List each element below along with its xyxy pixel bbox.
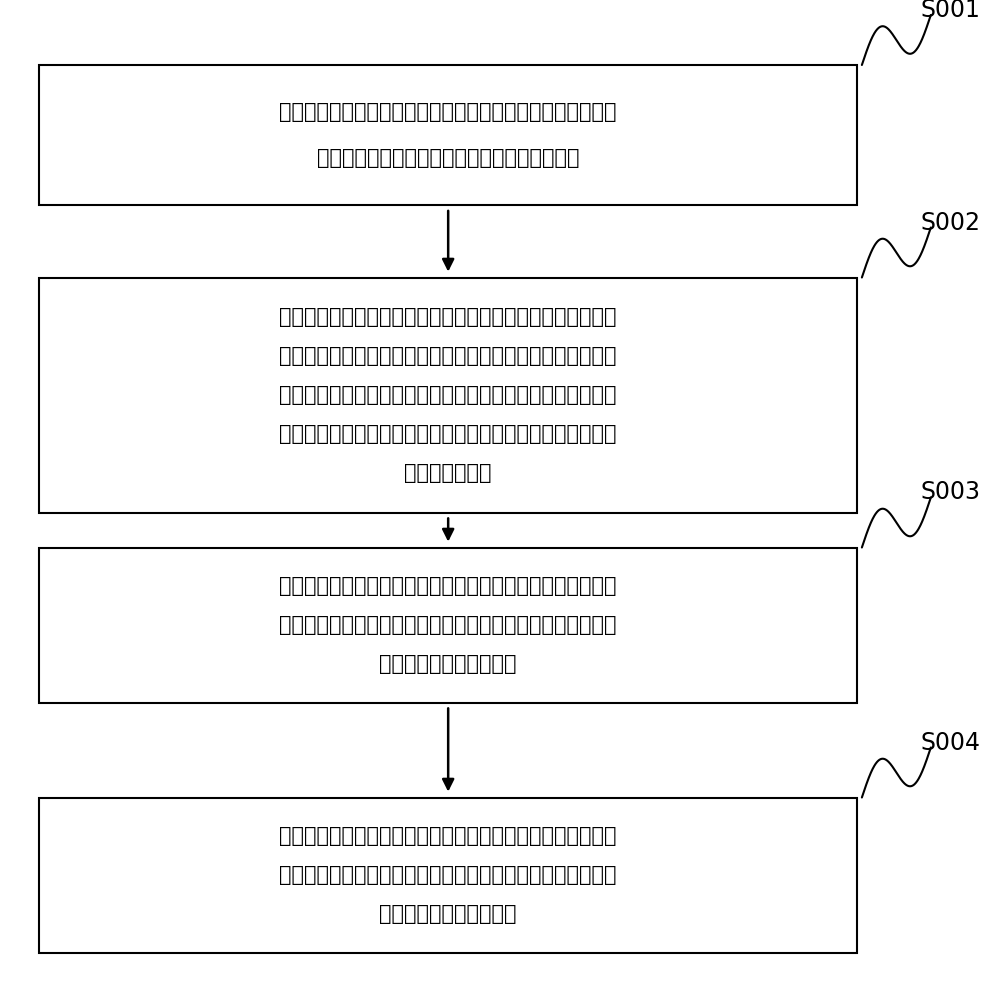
Text: 缘图像，根据边缘图像中像素点的坐标计算边缘图像中边缘曲: 缘图像，根据边缘图像中像素点的坐标计算边缘图像中边缘曲 [280,385,617,405]
Text: S002: S002 [921,211,980,234]
Text: 像，对检测图像进行边缘检测，通过获取边缘检测结果中的线: 像，对检测图像进行边缘检测，通过获取边缘检测结果中的线 [280,865,617,885]
Text: 线的偏移程度，根据每两条边缘曲线之间的最短距离获取边缘: 线的偏移程度，根据每两条边缘曲线之间的最短距离获取边缘 [280,424,617,444]
Text: S003: S003 [921,481,980,504]
Text: 图像的密集程度: 图像的密集程度 [405,463,492,483]
Text: 根据偏移程度和密集程度以及边缘的面积占比得到每张第二灰: 根据偏移程度和密集程度以及边缘的面积占比得到每张第二灰 [280,576,617,596]
Text: 采集纺织品的表面图像，获取表面图像的灰度图像以及灰度图: 采集纺织品的表面图像，获取表面图像的灰度图像以及灰度图 [280,102,617,122]
Text: S001: S001 [921,0,980,22]
Text: 分别利用滤波模板对频谱图进行滤波操作，得到多张第二频谱: 分别利用滤波模板对频谱图进行滤波操作，得到多张第二频谱 [280,307,617,327]
Bar [39,548,857,702]
Text: 像的背景纹理的弱化效果: 像的背景纹理的弱化效果 [379,654,517,674]
Bar [39,277,857,512]
Bar [39,65,857,205]
Text: 度图像的边缘效果；根据边缘效果得到每个滤波模板对表面图: 度图像的边缘效果；根据边缘效果得到每个滤波模板对表面图 [280,615,617,635]
Text: 段密集位置确定缺陷位置: 段密集位置确定缺陷位置 [379,904,517,924]
Text: 选取弱化效果最大的滤波模板对应的第二灰度图像作为检测图: 选取弱化效果最大的滤波模板对应的第二灰度图像作为检测图 [280,826,617,846]
Text: S004: S004 [921,730,980,754]
Bar [39,798,857,952]
Text: 图，并转换为第二灰度图像；提取第二灰度图像的边缘得到边: 图，并转换为第二灰度图像；提取第二灰度图像的边缘得到边 [280,346,617,366]
Text: 像对应的频谱图；对频谱图生成不同的滤波模板: 像对应的频谱图；对频谱图生成不同的滤波模板 [317,148,579,168]
